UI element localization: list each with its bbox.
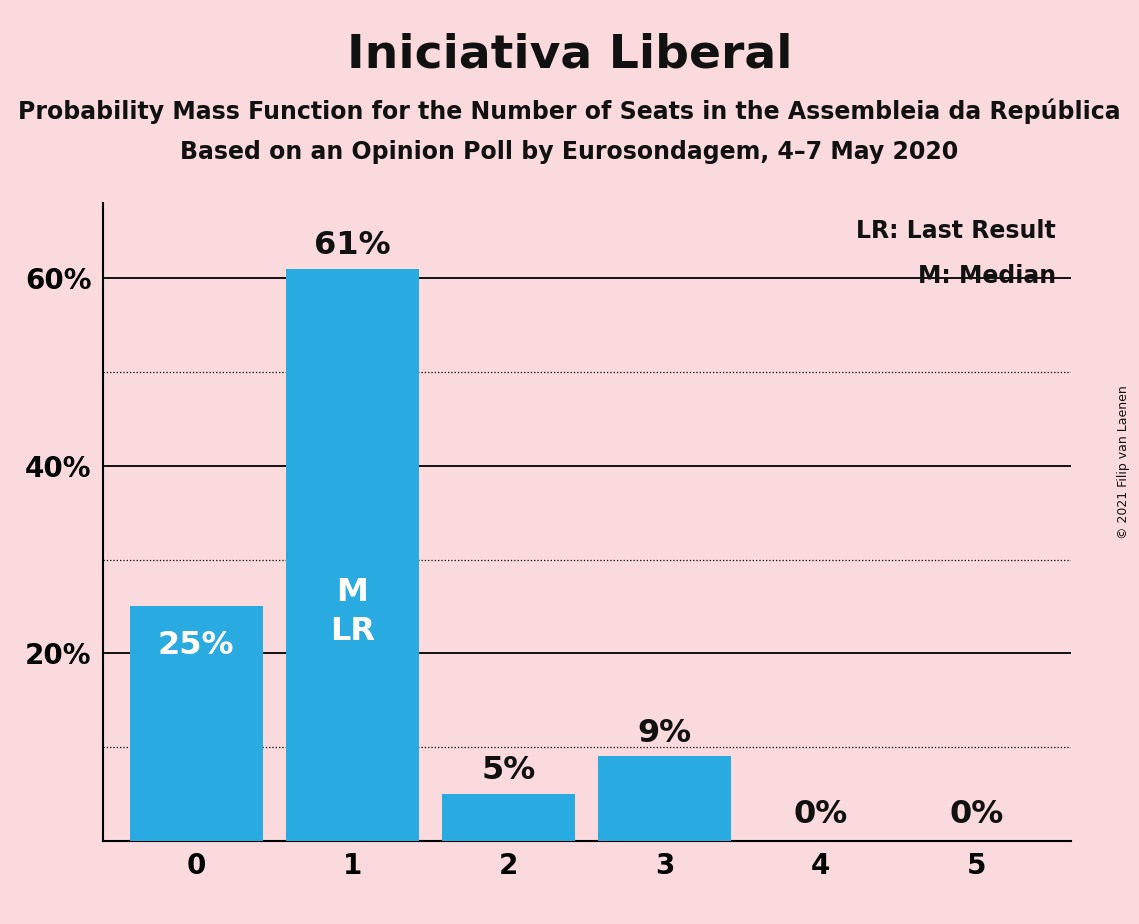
Bar <box>598 757 731 841</box>
Text: M
LR: M LR <box>330 578 375 647</box>
Text: Iniciativa Liberal: Iniciativa Liberal <box>346 32 793 78</box>
Text: Based on an Opinion Poll by Eurosondagem, 4–7 May 2020: Based on an Opinion Poll by Eurosondagem… <box>180 140 959 164</box>
Text: 0%: 0% <box>950 798 1005 830</box>
Text: 25%: 25% <box>158 630 235 661</box>
Bar <box>130 606 263 841</box>
Text: LR: Last Result: LR: Last Result <box>857 219 1056 243</box>
Text: 9%: 9% <box>638 718 691 749</box>
Text: Probability Mass Function for the Number of Seats in the Assembleia da República: Probability Mass Function for the Number… <box>18 99 1121 125</box>
Bar <box>442 794 575 841</box>
Bar <box>286 269 419 841</box>
Text: 0%: 0% <box>794 798 847 830</box>
Text: M: Median: M: Median <box>918 264 1056 288</box>
Text: 61%: 61% <box>314 230 391 261</box>
Text: © 2021 Filip van Laenen: © 2021 Filip van Laenen <box>1117 385 1130 539</box>
Text: 5%: 5% <box>482 756 535 786</box>
